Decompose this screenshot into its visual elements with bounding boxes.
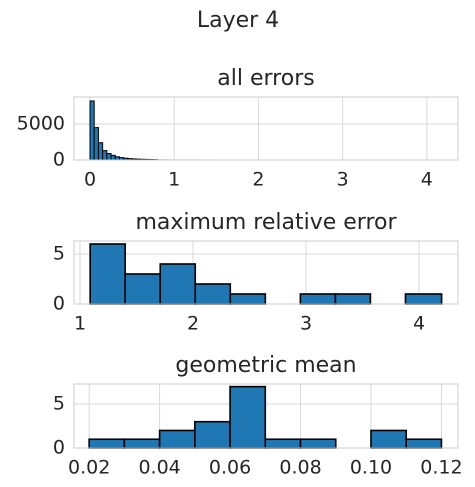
subplot: geometric mean 0.02 0.04 0.06 0.08 0.10 0.12 0 5 xyxy=(53,353,463,479)
axes-frame xyxy=(73,240,459,305)
axes-frame xyxy=(73,96,459,161)
bar xyxy=(102,150,108,161)
bar xyxy=(405,438,443,449)
bar xyxy=(229,293,267,305)
y-tick-label: 5 xyxy=(53,393,65,415)
subplot-title: all errors xyxy=(217,66,314,91)
x-tick-label: 2 xyxy=(187,313,199,335)
x-tick-label: 1 xyxy=(168,169,180,191)
bar xyxy=(89,243,126,305)
figure-title: Layer 4 xyxy=(197,8,279,33)
bar xyxy=(229,385,267,449)
bar xyxy=(194,283,232,305)
subplot-title: geometric mean xyxy=(175,353,356,378)
subplot: all errors 0 1 2 3 4 0 5000 xyxy=(17,66,459,191)
bar xyxy=(264,438,302,449)
y-tick-label: 0 xyxy=(53,437,65,459)
x-tick-label: 4 xyxy=(413,313,425,335)
y-tick-label: 5 xyxy=(53,243,65,265)
x-tick-label: 0.10 xyxy=(350,457,392,479)
bar xyxy=(110,154,116,161)
bar xyxy=(194,420,231,449)
x-tick-label: 2 xyxy=(252,169,264,191)
x-tick-label: 0.08 xyxy=(279,457,321,479)
bar xyxy=(97,142,104,161)
y-tick-label: 0 xyxy=(53,293,65,315)
x-tick-label: 0.12 xyxy=(420,457,462,479)
axes-frame xyxy=(73,383,459,449)
y-tick-label: 0 xyxy=(53,149,65,171)
x-tick-label: 0 xyxy=(84,169,96,191)
y-tick-label: 5000 xyxy=(17,113,65,135)
bar xyxy=(93,127,99,161)
bar xyxy=(404,293,443,305)
x-tick-label: 0.04 xyxy=(138,457,180,479)
bar xyxy=(299,438,337,449)
bar xyxy=(299,293,337,305)
subplot: maximum relative error 1 2 3 4 0 5 xyxy=(53,210,459,335)
x-tick-label: 3 xyxy=(300,313,312,335)
bar xyxy=(159,263,197,305)
bar xyxy=(88,438,126,449)
x-tick-label: 0.06 xyxy=(209,457,251,479)
x-tick-label: 4 xyxy=(421,169,433,191)
bar xyxy=(158,429,196,449)
bar xyxy=(106,153,112,161)
subplot-title: maximum relative error xyxy=(135,210,397,235)
bar xyxy=(124,273,162,305)
bar xyxy=(123,438,161,449)
x-tick-label: 3 xyxy=(337,169,349,191)
x-tick-label: 0.02 xyxy=(68,457,110,479)
bar xyxy=(370,429,408,449)
bar xyxy=(334,293,372,305)
x-tick-label: 1 xyxy=(74,313,86,335)
bar xyxy=(89,100,95,161)
